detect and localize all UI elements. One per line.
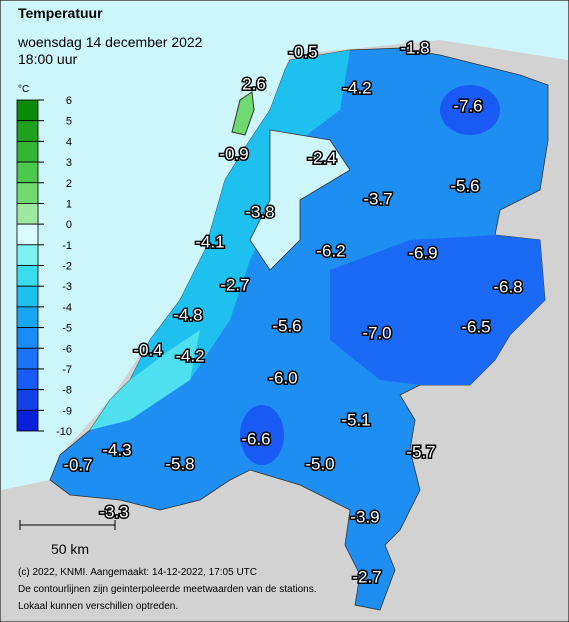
title: Temperatuur — [18, 5, 103, 21]
station-value: -0.9 — [219, 144, 248, 163]
station-value: -2.7 — [352, 567, 381, 586]
legend-swatch — [16, 368, 39, 391]
legend-label: -3 — [62, 281, 72, 293]
footer-line: Lokaal kunnen verschillen optreden. — [18, 601, 178, 612]
station-value: -6.5 — [461, 317, 490, 336]
station-value: -3.3 — [99, 502, 128, 521]
legend-swatch — [16, 244, 39, 266]
station-value: -7.6 — [453, 96, 482, 115]
station-value: -4.2 — [175, 346, 204, 365]
station-value: -6.0 — [268, 368, 297, 387]
station-value: -0.4 — [133, 340, 162, 359]
legend-label: -10 — [56, 426, 72, 438]
station-value: -2.4 — [307, 148, 336, 167]
legend-swatch — [16, 99, 39, 122]
sea — [1, 1, 568, 490]
station-value: -5.1 — [341, 410, 370, 429]
legend-label: 6 — [66, 95, 72, 107]
zone-east — [330, 235, 545, 385]
legend-swatch — [16, 389, 39, 411]
footer-line: (c) 2022, KNMI. Aangemaakt: 14-12-2022, … — [18, 567, 257, 578]
legend-swatch — [16, 120, 39, 142]
zone-cold — [440, 85, 500, 135]
legend-label: -9 — [62, 405, 72, 417]
legend-label: -4 — [62, 302, 72, 314]
legend-swatch — [16, 285, 39, 308]
station-value: -3.8 — [245, 202, 274, 221]
legend-label: -2 — [62, 261, 72, 273]
station-value: -0.5 — [288, 42, 317, 61]
zone-cold — [240, 405, 284, 465]
legend-swatch — [16, 203, 39, 225]
station-value: -5.8 — [165, 454, 194, 473]
legend-swatch — [16, 161, 39, 184]
station-value: -5.6 — [272, 316, 301, 335]
station-value: -6.2 — [316, 241, 345, 260]
station-value: -5.7 — [406, 442, 435, 461]
station-value: -3.7 — [363, 189, 392, 208]
legend-label: -1 — [62, 240, 72, 252]
island — [231, 91, 255, 136]
station-value: -4.3 — [102, 440, 131, 459]
station-value: -4.2 — [342, 78, 371, 97]
station-value: -4.8 — [173, 305, 202, 324]
station-value: -4.1 — [195, 232, 224, 251]
station-value: -3.9 — [350, 507, 379, 526]
footer-line: De contourlijnen zijn geinterpoleerde me… — [18, 584, 317, 595]
date: woensdag 14 december 2022 — [17, 34, 203, 50]
legend-label: -6 — [62, 343, 72, 355]
station-value: -6.8 — [493, 277, 522, 296]
station-value: -5.0 — [305, 454, 334, 473]
legend-swatch — [16, 327, 39, 349]
station-value: -2.7 — [220, 275, 249, 294]
legend-label: 4 — [66, 136, 72, 148]
legend-swatch — [16, 306, 39, 328]
legend-unit: °C — [18, 84, 29, 95]
legend-label: -5 — [62, 323, 72, 335]
legend-label: 0 — [66, 219, 72, 231]
legend-swatch — [16, 347, 39, 370]
legend-label: -8 — [62, 385, 72, 397]
legend-swatch — [16, 140, 39, 163]
station-value: -5.6 — [450, 176, 479, 195]
legend-label: 5 — [66, 116, 72, 128]
legend-label: 1 — [66, 198, 72, 210]
legend-swatch — [16, 409, 39, 432]
time: 18:00 uur — [18, 51, 77, 67]
legend-label: -7 — [62, 364, 72, 376]
station-value: 2.6 — [242, 74, 266, 93]
legend-swatch — [16, 265, 39, 287]
legend-label: 2 — [66, 178, 72, 190]
station-value: -6.9 — [408, 243, 437, 262]
station-value: -0.7 — [63, 455, 92, 474]
station-value: -7.0 — [362, 323, 391, 342]
legend-swatch — [16, 223, 39, 246]
ijsselmeer — [249, 129, 351, 271]
zone-coast — [90, 330, 200, 430]
station-value: -6.6 — [241, 429, 270, 448]
station-value: -1.8 — [400, 38, 429, 57]
scale-label: 50 km — [51, 541, 89, 557]
legend-label: 3 — [66, 157, 72, 169]
legend-swatch — [16, 182, 39, 204]
